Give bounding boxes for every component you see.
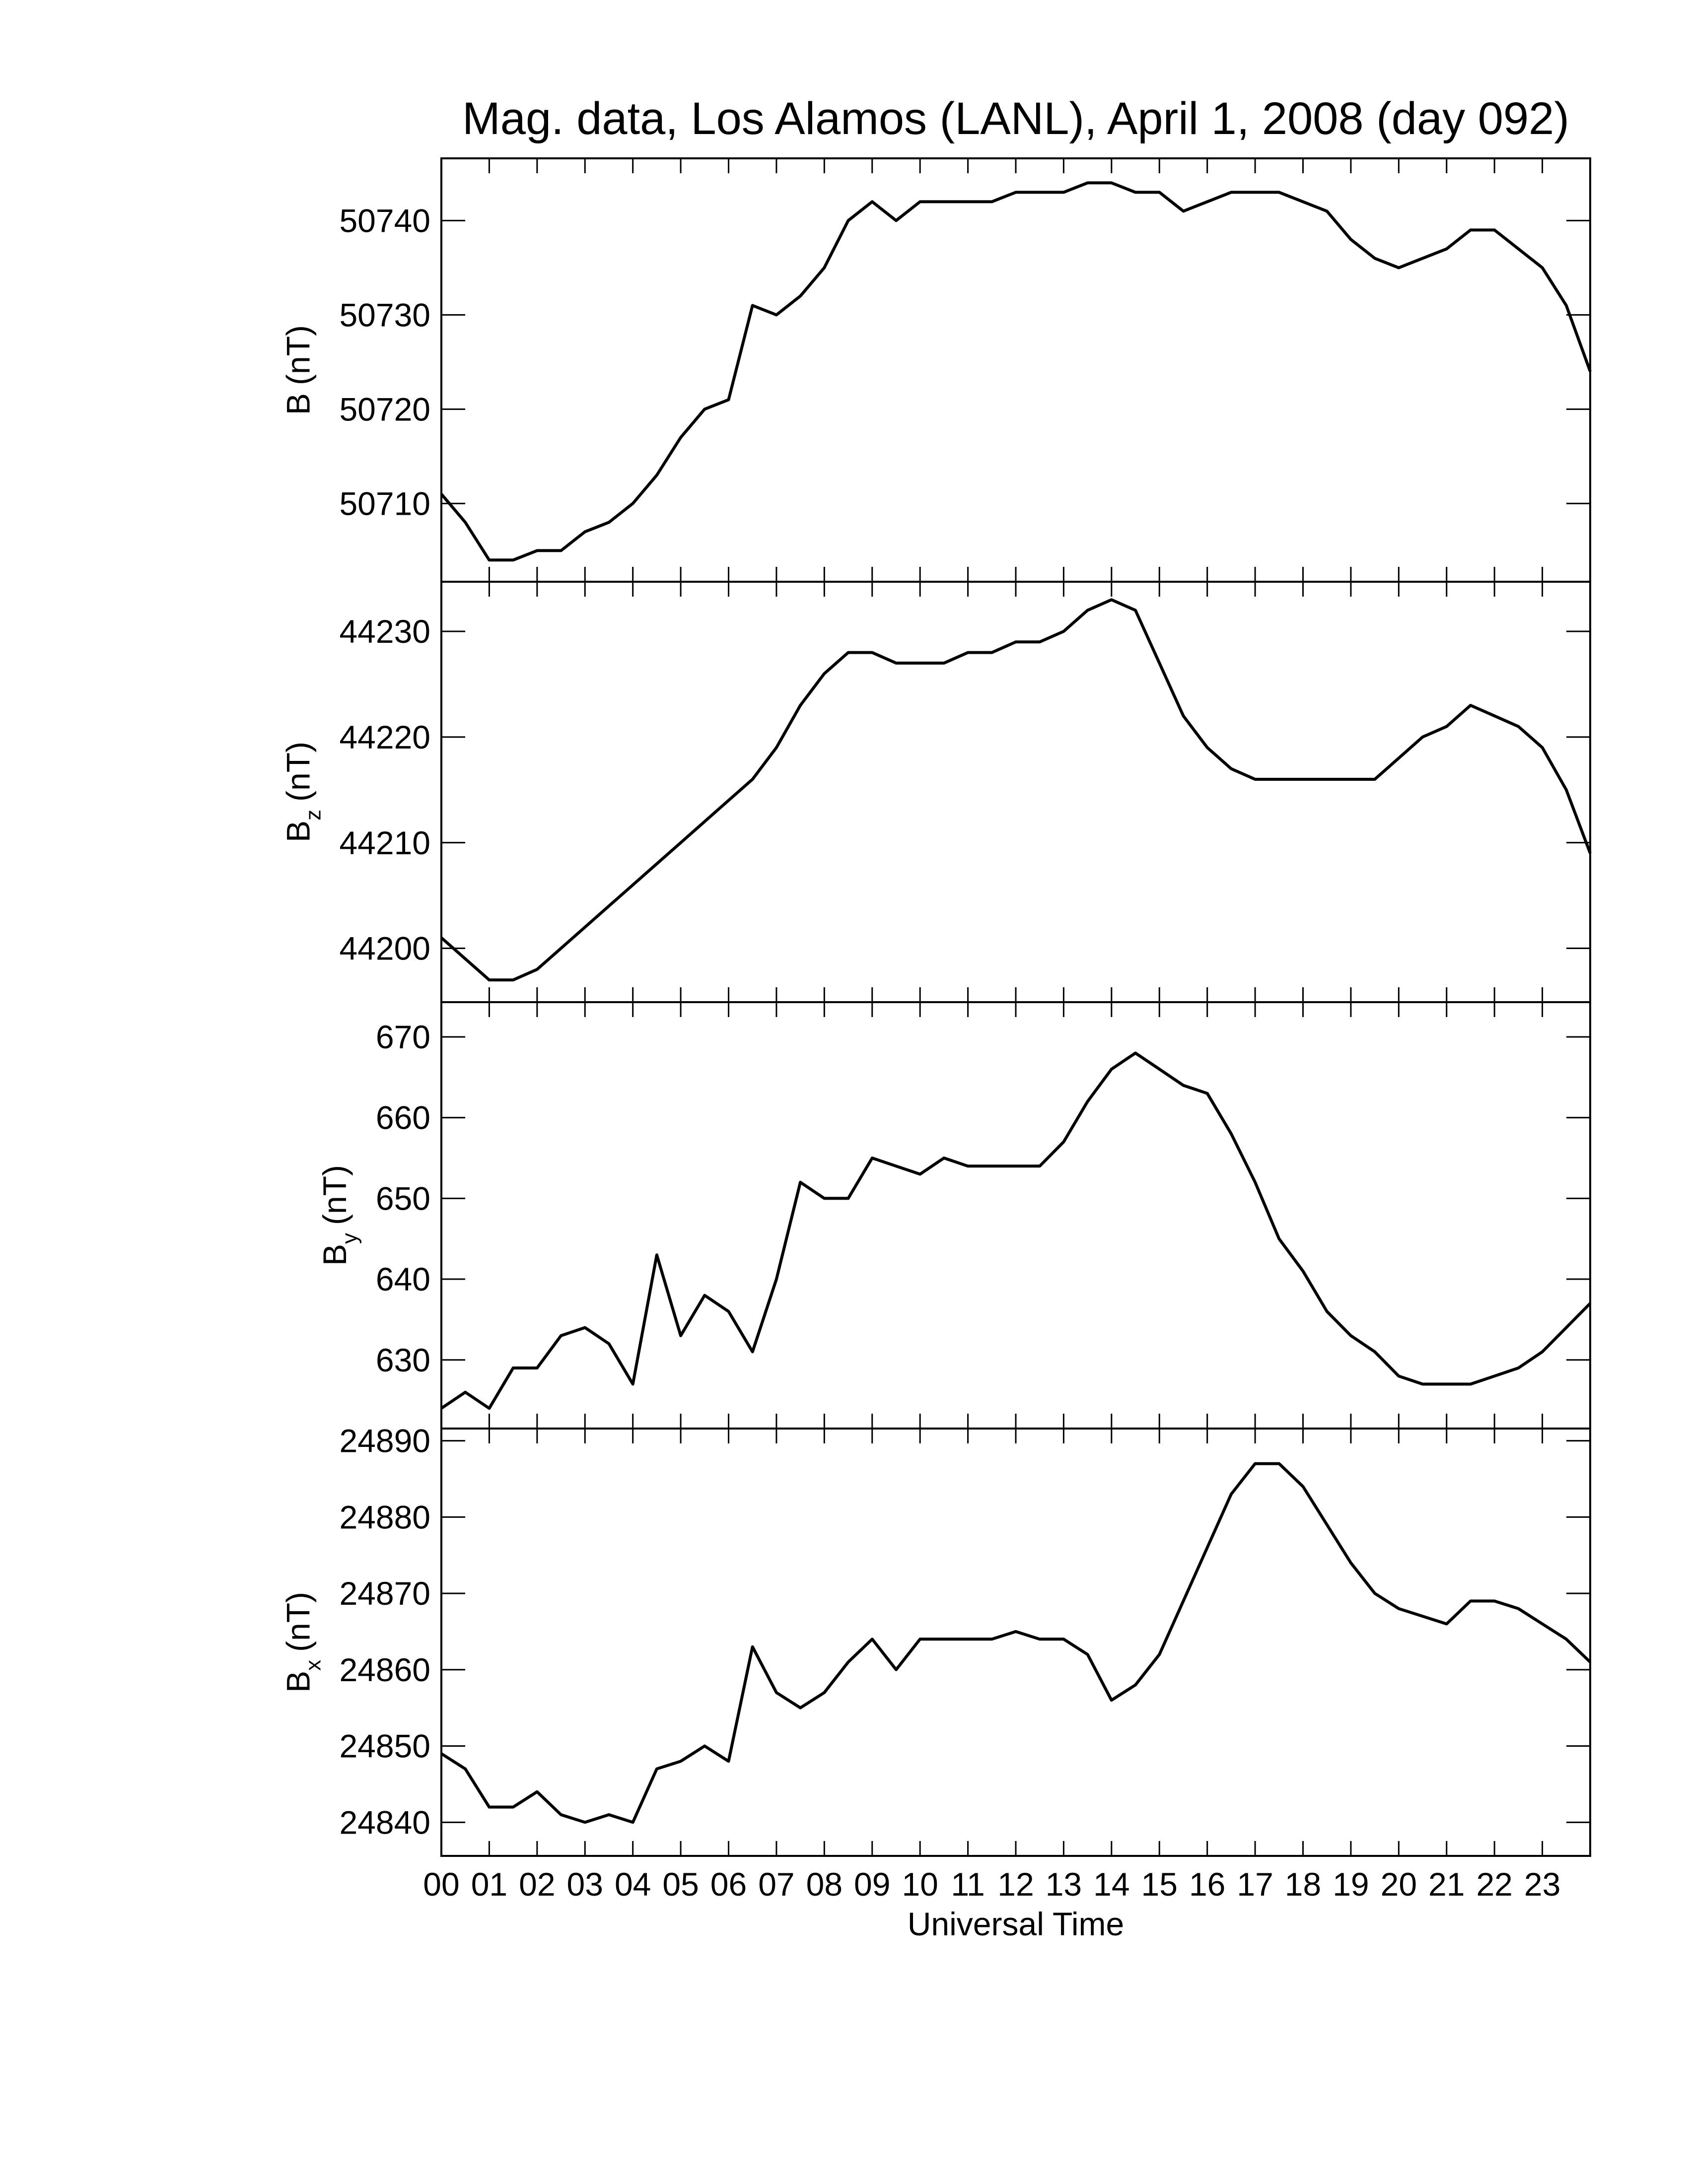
panel: 630 640 650 660 670 By (nT) (316, 1001, 1592, 1430)
x-tick-label: 14 (1093, 1866, 1129, 1903)
panel: Mag. data, Los Alamos (LANL), April 1, 2… (280, 93, 1592, 583)
x-tick-label: 11 (951, 1866, 985, 1903)
x-tick-label: 00 (423, 1866, 459, 1903)
x-tick-label: 19 (1333, 1866, 1369, 1903)
plot-frame (440, 581, 1591, 1003)
x-tick-label: 02 (519, 1866, 555, 1903)
x-tick-label: 04 (615, 1866, 651, 1903)
x-tick-label: 20 (1381, 1866, 1417, 1903)
x-tick-label: 21 (1428, 1866, 1465, 1903)
y-label-unit: (nT) (280, 325, 316, 385)
x-tick-label: 13 (1046, 1866, 1082, 1903)
data-line (440, 181, 1592, 562)
y-tick-label: 50740 (339, 202, 430, 239)
y-label-symbol: B (316, 1244, 353, 1266)
y-tick-label: 650 (376, 1180, 430, 1217)
y-axis-label: Bx (nT) (280, 1592, 325, 1693)
data-line (440, 1462, 1592, 1824)
y-label-subscript: z (301, 810, 325, 820)
x-tick-label: 18 (1285, 1866, 1321, 1903)
x-tick-label: 15 (1141, 1866, 1178, 1903)
x-tick-label: 05 (662, 1866, 699, 1903)
x-tick-label: 03 (567, 1866, 603, 1903)
x-tick-label: 07 (758, 1866, 794, 1903)
x-tick-label: 10 (902, 1866, 938, 1903)
x-tick-label: 16 (1189, 1866, 1225, 1903)
y-label-unit: (nT) (280, 1592, 316, 1652)
y-tick-label: 50710 (339, 485, 430, 522)
y-tick-label: 44230 (339, 613, 430, 650)
y-tick-label: 50730 (339, 296, 430, 333)
x-tick-label: 22 (1476, 1866, 1512, 1903)
data-line (440, 1051, 1592, 1410)
y-tick-label: 24840 (339, 1804, 430, 1841)
x-axis-label: Universal Time (908, 1906, 1124, 1942)
y-label-unit: (nT) (316, 1165, 353, 1225)
y-tick-label: 24870 (339, 1575, 430, 1612)
y-label-subscript: y (338, 1233, 362, 1244)
panel: 00 01 02 03 04 05 06 07 08 09 10 11 12 13 14 15 16 17 18 19… (280, 1423, 1592, 1942)
x-tick-label: 01 (471, 1866, 507, 1903)
x-tick-label: 12 (997, 1866, 1034, 1903)
y-tick-label: 670 (376, 1019, 430, 1055)
y-axis-label: B (nT) (280, 325, 316, 415)
y-label-unit: (nT) (280, 742, 316, 802)
y-tick-label: 24850 (339, 1728, 430, 1765)
panel: 44200 44210 44220 44230 Bz (nT) (280, 581, 1592, 1003)
y-label-symbol: B (280, 1671, 316, 1693)
chart-title: Mag. data, Los Alamos (LANL), April 1, 2… (462, 93, 1569, 144)
x-tick-label: 09 (854, 1866, 890, 1903)
y-label-symbol: B (280, 820, 316, 842)
y-tick-label: 44210 (339, 824, 430, 861)
y-tick-label: 660 (376, 1099, 430, 1136)
y-tick-label: 24880 (339, 1499, 430, 1535)
y-axis-label: By (nT) (316, 1165, 362, 1266)
y-tick-label: 640 (376, 1261, 430, 1297)
x-tick-label: 08 (806, 1866, 843, 1903)
y-axis-label: Bz (nT) (280, 742, 325, 842)
x-tick-label: 06 (710, 1866, 747, 1903)
plot-frame (440, 1428, 1591, 1857)
y-tick-label: 44200 (339, 930, 430, 967)
x-tick-label: 23 (1524, 1866, 1560, 1903)
x-tick-label: 17 (1237, 1866, 1273, 1903)
y-tick-label: 50720 (339, 391, 430, 427)
y-tick-label: 24860 (339, 1651, 430, 1688)
data-line (440, 598, 1592, 982)
y-tick-label: 24890 (339, 1423, 430, 1459)
y-label-symbol: B (280, 393, 316, 415)
y-tick-label: 44220 (339, 719, 430, 755)
plot-frame (440, 1001, 1591, 1430)
y-label-subscript: x (301, 1660, 325, 1671)
y-tick-label: 630 (376, 1342, 430, 1378)
